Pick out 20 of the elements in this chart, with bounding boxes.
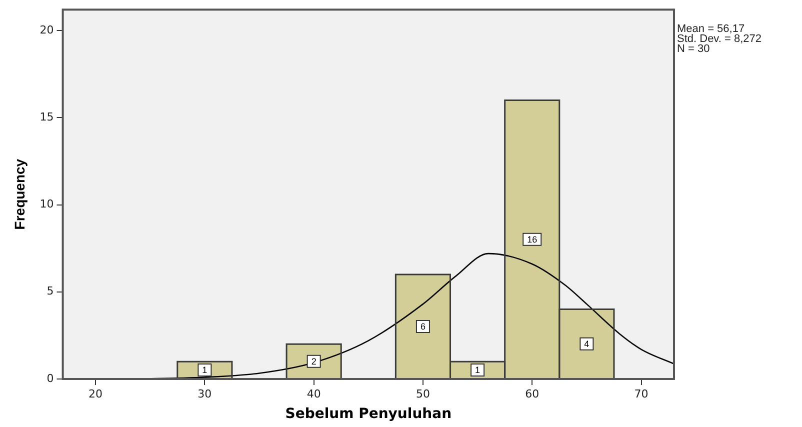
y-axis-title: Frequency: [11, 158, 28, 230]
x-tick-label: 40: [306, 387, 321, 400]
data-label: 1: [202, 365, 208, 376]
x-tick-label: 30: [198, 387, 212, 400]
data-label: 4: [584, 338, 590, 349]
x-axis-title: Sebelum Penyuluhan: [285, 406, 452, 422]
x-tick-label: 50: [416, 387, 430, 400]
data-label: 6: [420, 321, 426, 332]
x-tick-label: 60: [525, 387, 540, 400]
y-tick-label: 10: [40, 198, 54, 211]
data-label: 1: [475, 365, 480, 376]
y-tick-label: 0: [46, 372, 54, 385]
y-tick-label: 5: [46, 284, 54, 298]
x-tick-label: 20: [88, 387, 103, 400]
y-tick-label: 15: [40, 110, 54, 124]
text: Mean = 56,17 Std. Dev. = 8,272 N = 30: [677, 23, 762, 55]
data-label: 16: [527, 234, 538, 244]
data-label: 2: [311, 356, 316, 366]
y-tick-label: 20: [40, 23, 54, 36]
x-tick-label: 70: [634, 387, 648, 400]
